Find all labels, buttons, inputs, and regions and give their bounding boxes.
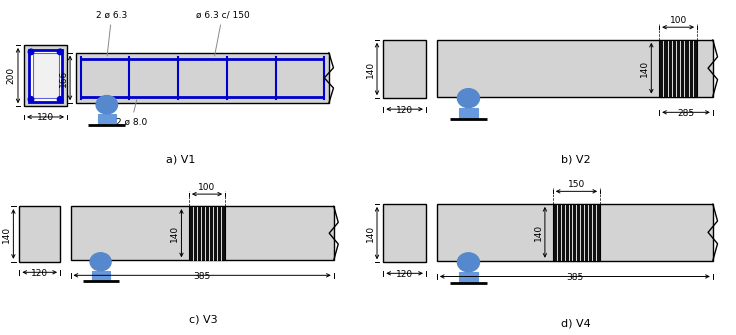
Bar	[98, 114, 116, 125]
Text: 120: 120	[37, 113, 54, 122]
Text: c) V3: c) V3	[188, 315, 217, 325]
Text: a) V1: a) V1	[166, 154, 195, 164]
Circle shape	[28, 96, 34, 102]
Text: 140: 140	[366, 60, 375, 77]
Text: 100: 100	[670, 16, 687, 25]
Circle shape	[28, 49, 34, 55]
Text: 2 ø 8.0: 2 ø 8.0	[116, 100, 147, 127]
Bar	[71, 206, 333, 260]
Text: 140: 140	[2, 225, 11, 243]
Bar	[383, 40, 426, 98]
Text: 285: 285	[677, 109, 695, 118]
Bar	[659, 40, 697, 96]
Text: 150: 150	[567, 180, 585, 189]
Text: 120: 120	[396, 106, 413, 115]
Circle shape	[57, 96, 63, 102]
Text: 140: 140	[640, 60, 649, 77]
Circle shape	[57, 49, 63, 55]
Bar	[19, 206, 60, 262]
Bar	[459, 108, 478, 119]
Bar	[24, 45, 67, 106]
Ellipse shape	[90, 253, 111, 271]
Bar	[91, 271, 110, 281]
Bar	[383, 204, 426, 262]
Bar	[437, 40, 712, 96]
Text: d) V4: d) V4	[561, 319, 590, 329]
Bar	[189, 206, 225, 260]
Text: 120: 120	[31, 269, 49, 278]
Bar	[459, 272, 478, 283]
Text: b) V2: b) V2	[561, 154, 590, 164]
Bar	[77, 53, 329, 103]
Bar	[32, 53, 59, 98]
Text: 166: 166	[59, 69, 68, 86]
Bar	[437, 204, 712, 261]
Ellipse shape	[457, 253, 479, 272]
Text: 140: 140	[534, 224, 542, 241]
Ellipse shape	[96, 95, 118, 114]
Text: 140: 140	[170, 225, 179, 242]
Text: 385: 385	[194, 272, 210, 281]
Bar	[29, 50, 63, 102]
Bar	[553, 204, 600, 261]
Text: 200: 200	[7, 67, 15, 84]
Text: 140: 140	[366, 224, 375, 242]
Text: 2 ø 6.3: 2 ø 6.3	[96, 10, 127, 56]
Ellipse shape	[457, 89, 479, 108]
Text: 120: 120	[396, 270, 413, 279]
Text: ø 6.3 c/ 150: ø 6.3 c/ 150	[196, 10, 250, 56]
Text: 100: 100	[199, 183, 216, 192]
Text: 385: 385	[566, 273, 584, 282]
